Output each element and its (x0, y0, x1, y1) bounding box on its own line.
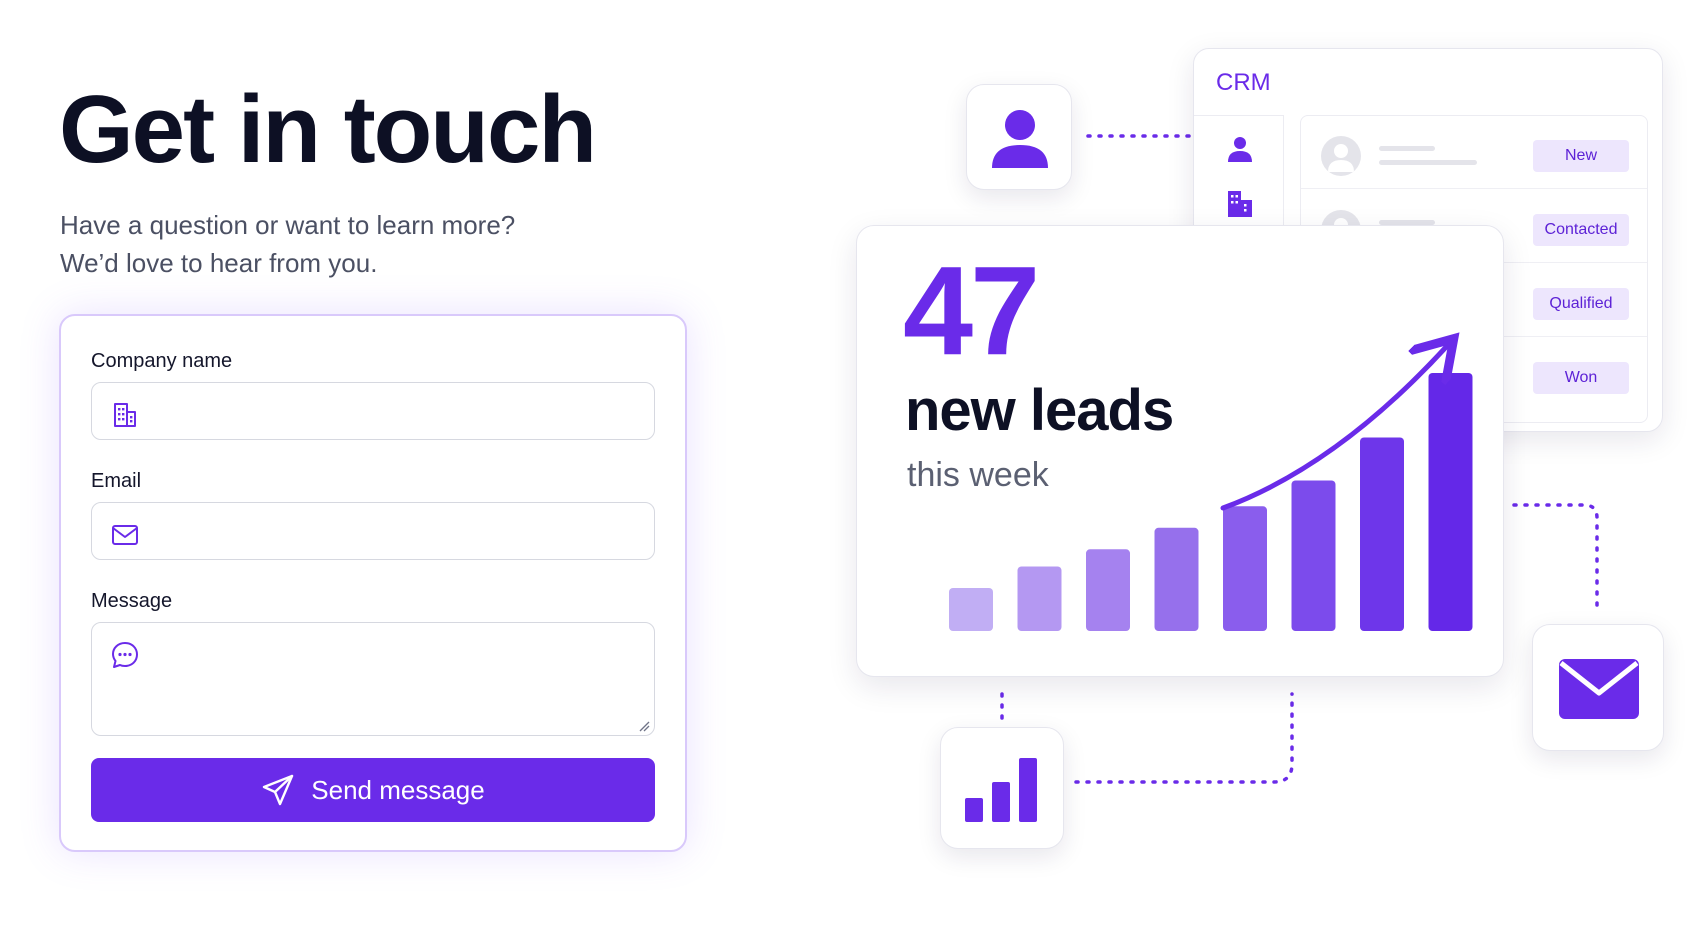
message-label: Message (91, 590, 173, 612)
leads-period: this week (907, 456, 1049, 494)
status-badge: New (1533, 140, 1629, 172)
contact-form: Company name Email Message (59, 314, 687, 852)
bar-chart-icon (965, 758, 1037, 822)
growth-bar (1154, 527, 1199, 631)
message-textarea[interactable] (154, 637, 640, 735)
leads-growth-chart (949, 226, 1473, 631)
sidebar-item-companies[interactable] (1224, 188, 1256, 220)
trend-arrow (1220, 346, 1447, 511)
crm-title: CRM (1216, 69, 1271, 96)
send-message-button[interactable]: Send message (91, 758, 655, 822)
growth-bar (1360, 437, 1404, 631)
user-icon (992, 110, 1048, 168)
status-badge: Contacted (1533, 214, 1629, 246)
send-icon (263, 774, 294, 806)
sidebar-item-contacts[interactable] (1224, 133, 1256, 165)
user-icon (1228, 137, 1252, 162)
company-name-field-wrapper (91, 382, 655, 440)
status-badge: Won (1533, 362, 1629, 394)
page-subtitle: Have a question or want to learn more? W… (60, 206, 515, 282)
growth-bar (1291, 480, 1336, 631)
status-badge: Qualified (1533, 288, 1629, 320)
growth-bar (1428, 373, 1473, 631)
chat-bubble-icon (112, 642, 138, 668)
placeholder-line (1379, 220, 1435, 225)
lead-row[interactable]: New (1301, 116, 1647, 189)
growth-bar (1017, 566, 1062, 631)
mail-icon (112, 525, 138, 545)
leads-stats-card: 47 new leads this week (856, 225, 1504, 677)
growth-bar (1223, 506, 1267, 631)
mail-icon (1559, 659, 1639, 719)
building-icon (1228, 191, 1252, 217)
email-field-wrapper (91, 502, 655, 560)
growth-bar (1086, 549, 1130, 631)
user-tile (966, 84, 1072, 190)
leads-label: new leads (905, 378, 1174, 443)
avatar (1321, 136, 1361, 176)
send-message-label: Send message (311, 774, 485, 805)
company-name-label: Company name (91, 350, 233, 372)
chart-tile (940, 727, 1064, 849)
subtitle-line-1: Have a question or want to learn more? (60, 210, 516, 240)
mail-tile (1532, 624, 1664, 751)
email-label: Email (91, 470, 142, 492)
subtitle-line-2: We’d love to hear from you. (60, 248, 378, 278)
message-field-wrapper (91, 622, 655, 736)
growth-bar (949, 588, 993, 631)
placeholder-line (1379, 160, 1477, 165)
leads-count: 47 (903, 240, 1040, 381)
building-icon (114, 403, 136, 427)
resize-handle-icon[interactable] (638, 720, 650, 732)
page-title: Get in touch (59, 76, 597, 183)
email-input[interactable] (154, 503, 640, 559)
company-name-input[interactable] (154, 383, 640, 439)
placeholder-line (1379, 146, 1435, 151)
